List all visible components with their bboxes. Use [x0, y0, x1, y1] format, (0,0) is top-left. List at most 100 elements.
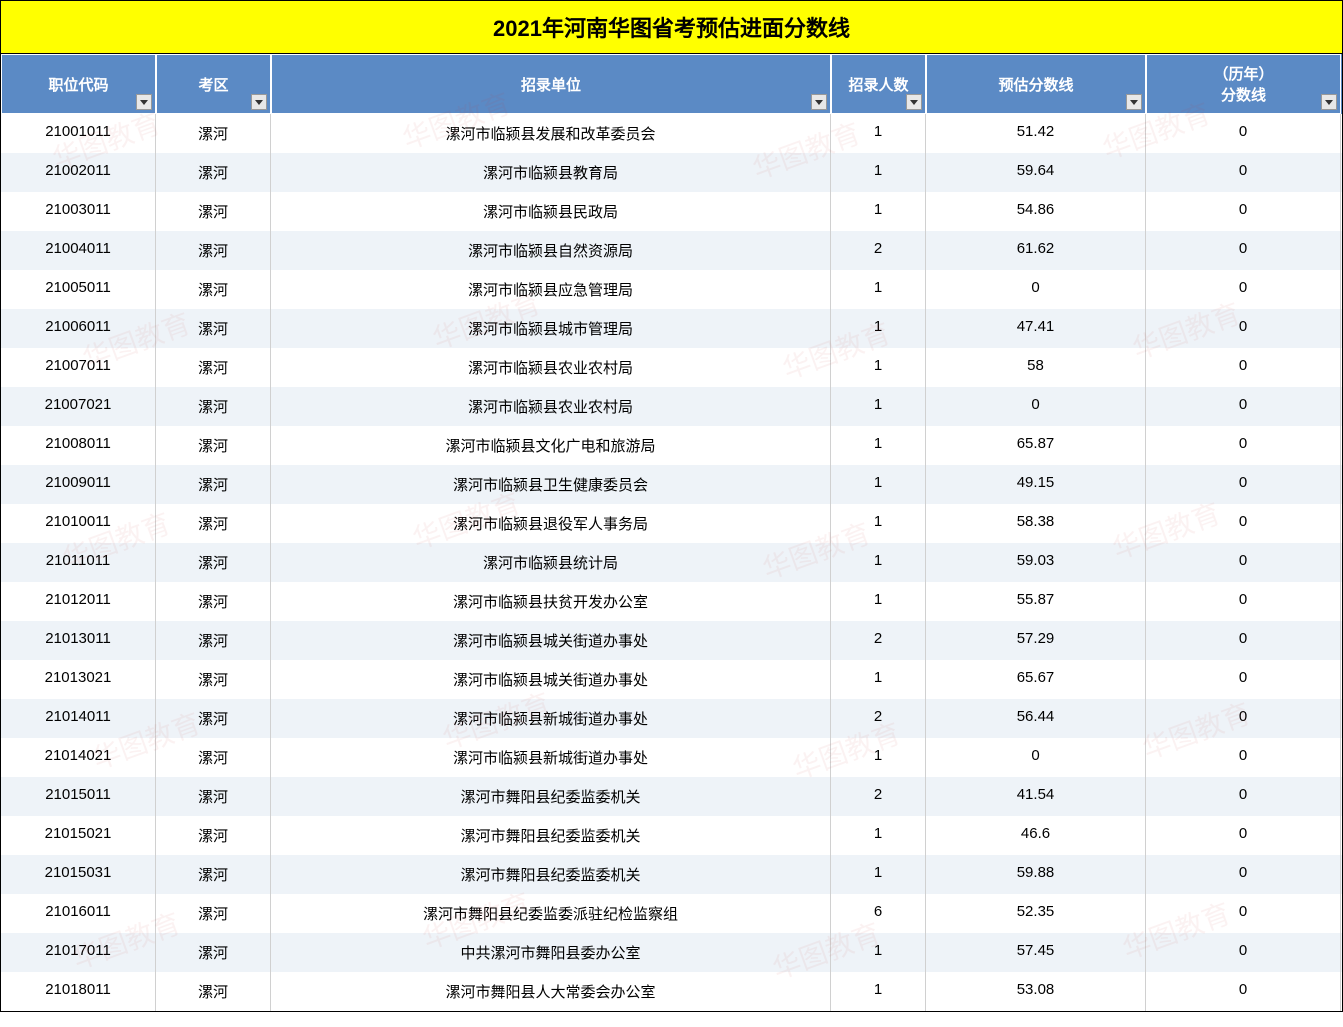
- cell-code: 21011011: [1, 543, 156, 582]
- cell-code: 21016011: [1, 894, 156, 933]
- cell-history: 0: [1146, 465, 1341, 504]
- cell-area: 漯河: [156, 738, 271, 777]
- cell-history: 0: [1146, 348, 1341, 387]
- cell-count: 1: [831, 192, 926, 231]
- cell-code: 21001011: [1, 114, 156, 153]
- header-unit-label: 招录单位: [521, 74, 581, 95]
- cell-count: 1: [831, 504, 926, 543]
- cell-count: 1: [831, 348, 926, 387]
- cell-code: 21015031: [1, 855, 156, 894]
- table-row: 21009011漯河漯河市临颍县卫生健康委员会149.150: [1, 465, 1342, 504]
- cell-area: 漯河: [156, 582, 271, 621]
- cell-area: 漯河: [156, 114, 271, 153]
- table-row: 21011011漯河漯河市临颍县统计局159.030: [1, 543, 1342, 582]
- cell-unit: 漯河市临颍县文化广电和旅游局: [271, 426, 831, 465]
- cell-unit: 漯河市临颍县城市管理局: [271, 309, 831, 348]
- table-row: 21008011漯河漯河市临颍县文化广电和旅游局165.870: [1, 426, 1342, 465]
- cell-unit: 漯河市临颍县教育局: [271, 153, 831, 192]
- cell-score: 41.54: [926, 777, 1146, 816]
- cell-score: 54.86: [926, 192, 1146, 231]
- cell-history: 0: [1146, 504, 1341, 543]
- cell-score: 59.03: [926, 543, 1146, 582]
- main-container: 2021年河南华图省考预估进面分数线 职位代码 考区 招录单位 招录人数 预估分…: [0, 0, 1343, 1012]
- cell-count: 1: [831, 660, 926, 699]
- cell-area: 漯河: [156, 504, 271, 543]
- cell-history: 0: [1146, 816, 1341, 855]
- cell-score: 55.87: [926, 582, 1146, 621]
- cell-unit: 漯河市临颍县退役军人事务局: [271, 504, 831, 543]
- cell-unit: 漯河市临颍县民政局: [271, 192, 831, 231]
- table-row: 21016011漯河漯河市舞阳县纪委监委派驻纪检监察组652.350: [1, 894, 1342, 933]
- cell-history: 0: [1146, 582, 1341, 621]
- cell-area: 漯河: [156, 933, 271, 972]
- cell-area: 漯河: [156, 777, 271, 816]
- table-row: 21007011漯河漯河市临颍县农业农村局1580: [1, 348, 1342, 387]
- cell-count: 1: [831, 972, 926, 1011]
- table-row: 21010011漯河漯河市临颍县退役军人事务局158.380: [1, 504, 1342, 543]
- header-count-label: 招录人数: [848, 74, 908, 95]
- cell-history: 0: [1146, 777, 1341, 816]
- table-row: 21003011漯河漯河市临颍县民政局154.860: [1, 192, 1342, 231]
- cell-score: 58.38: [926, 504, 1146, 543]
- cell-count: 2: [831, 621, 926, 660]
- cell-area: 漯河: [156, 660, 271, 699]
- cell-unit: 漯河市舞阳县纪委监委机关: [271, 777, 831, 816]
- cell-count: 6: [831, 894, 926, 933]
- cell-count: 1: [831, 387, 926, 426]
- header-area: 考区: [156, 54, 271, 114]
- filter-dropdown-icon[interactable]: [906, 94, 922, 110]
- filter-dropdown-icon[interactable]: [251, 94, 267, 110]
- table-row: 21017011漯河中共漯河市舞阳县委办公室157.450: [1, 933, 1342, 972]
- cell-score: 58: [926, 348, 1146, 387]
- cell-count: 1: [831, 582, 926, 621]
- table-row: 21018011漯河漯河市舞阳县人大常委会办公室153.080: [1, 972, 1342, 1011]
- table-header-row: 职位代码 考区 招录单位 招录人数 预估分数线 （历年） 分数线: [1, 54, 1342, 114]
- cell-code: 21007021: [1, 387, 156, 426]
- cell-history: 0: [1146, 387, 1341, 426]
- header-code-label: 职位代码: [48, 74, 108, 95]
- cell-score: 52.35: [926, 894, 1146, 933]
- cell-code: 21013021: [1, 660, 156, 699]
- cell-area: 漯河: [156, 426, 271, 465]
- cell-area: 漯河: [156, 231, 271, 270]
- cell-unit: 中共漯河市舞阳县委办公室: [271, 933, 831, 972]
- table-row: 21007021漯河漯河市临颍县农业农村局100: [1, 387, 1342, 426]
- cell-history: 0: [1146, 270, 1341, 309]
- cell-area: 漯河: [156, 855, 271, 894]
- filter-dropdown-icon[interactable]: [136, 94, 152, 110]
- cell-area: 漯河: [156, 816, 271, 855]
- filter-dropdown-icon[interactable]: [1321, 94, 1337, 110]
- cell-code: 21014011: [1, 699, 156, 738]
- cell-unit: 漯河市临颍县自然资源局: [271, 231, 831, 270]
- cell-code: 21002011: [1, 153, 156, 192]
- cell-history: 0: [1146, 972, 1341, 1011]
- cell-code: 21010011: [1, 504, 156, 543]
- cell-count: 2: [831, 231, 926, 270]
- table-container: 2021年河南华图省考预估进面分数线 职位代码 考区 招录单位 招录人数 预估分…: [0, 0, 1343, 1012]
- header-unit: 招录单位: [271, 54, 831, 114]
- cell-unit: 漯河市临颍县应急管理局: [271, 270, 831, 309]
- cell-history: 0: [1146, 114, 1341, 153]
- cell-code: 21015011: [1, 777, 156, 816]
- cell-score: 56.44: [926, 699, 1146, 738]
- cell-count: 1: [831, 153, 926, 192]
- header-count: 招录人数: [831, 54, 926, 114]
- cell-area: 漯河: [156, 387, 271, 426]
- cell-code: 21008011: [1, 426, 156, 465]
- table-row: 21006011漯河漯河市临颍县城市管理局147.410: [1, 309, 1342, 348]
- filter-dropdown-icon[interactable]: [1126, 94, 1142, 110]
- table-row: 21014021漯河漯河市临颍县新城街道办事处100: [1, 738, 1342, 777]
- cell-unit: 漯河市临颍县新城街道办事处: [271, 699, 831, 738]
- filter-dropdown-icon[interactable]: [811, 94, 827, 110]
- cell-count: 1: [831, 543, 926, 582]
- cell-count: 1: [831, 816, 926, 855]
- cell-count: 1: [831, 309, 926, 348]
- cell-count: 1: [831, 738, 926, 777]
- cell-area: 漯河: [156, 465, 271, 504]
- cell-area: 漯河: [156, 972, 271, 1011]
- cell-score: 57.29: [926, 621, 1146, 660]
- table-row: 21015031漯河漯河市舞阳县纪委监委机关159.880: [1, 855, 1342, 894]
- header-score-label: 预估分数线: [998, 74, 1073, 95]
- cell-history: 0: [1146, 543, 1341, 582]
- header-code: 职位代码: [1, 54, 156, 114]
